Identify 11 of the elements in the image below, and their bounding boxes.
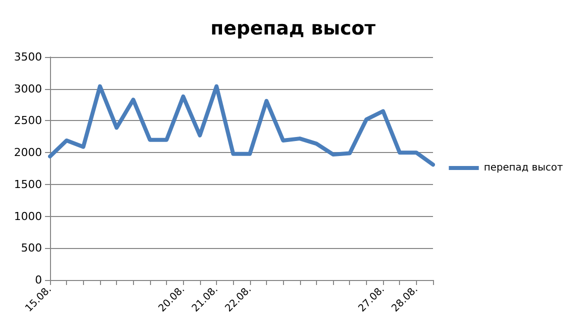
y-tick-label: 3000 [14,82,42,96]
y-tick-label: 0 [35,274,42,286]
line-series [48,84,435,167]
legend-label: перепад высот [484,162,564,174]
y-tick-label: 1000 [14,210,42,223]
y-tick-label: 1500 [14,178,42,191]
y-tick-label: 500 [21,242,42,255]
chart-title: перепад высот [210,18,376,40]
y-tick-label: 2000 [14,146,42,160]
y-tick-label: 3500 [14,50,42,64]
y-tick-label: 2500 [14,114,42,128]
